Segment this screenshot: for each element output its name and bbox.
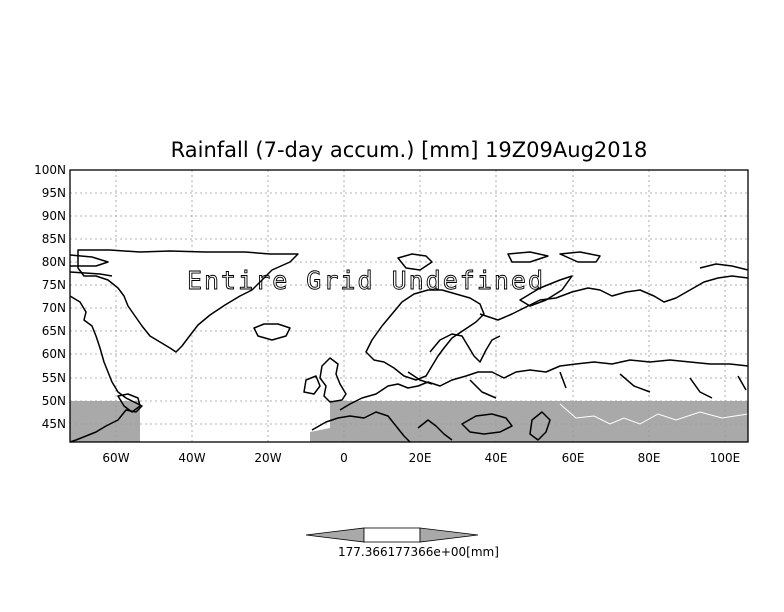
taymyr-coast: [699, 263, 749, 271]
caspian-coast: [529, 411, 551, 441]
colorbar: 177.366177366e+00[mm]: [305, 527, 499, 559]
graticule: [70, 170, 748, 442]
colorbar-right-triangle: [419, 527, 479, 543]
baltic-coast: [429, 333, 501, 363]
lat-label: 100N: [34, 163, 66, 177]
svalbard-outline: [397, 253, 433, 271]
scandinavia-coast: [365, 289, 485, 381]
lon-label: 0: [340, 451, 348, 465]
lon-label: 20E: [409, 451, 432, 465]
lat-label: 70N: [42, 301, 66, 315]
greenland-outline: [77, 249, 299, 353]
lon-label: 60W: [102, 451, 129, 465]
colorbar-label: 177.366177366e+00[mm]: [338, 545, 499, 559]
longitude-labels: 60W 40W 20W 0 20E 40E 60E 80E 100E: [102, 451, 740, 465]
map-frame: [69, 169, 749, 443]
shaded-region-east: [330, 401, 748, 442]
lon-label: 40W: [178, 451, 205, 465]
iceland-outline: [253, 323, 291, 341]
map-area: Entire Grid Undefined: [69, 169, 749, 443]
map-title: Rainfall (7-day accum.) [mm] 19Z09Aug201…: [171, 138, 648, 162]
siberia-coast: [479, 275, 749, 321]
lon-label: 80E: [638, 451, 661, 465]
latitude-labels: 100N 95N 90N 85N 80N 75N 70N 65N 60N 55N…: [34, 163, 66, 431]
shaded-region-west: [70, 401, 140, 442]
inland-borders: [407, 371, 747, 399]
lat-label: 50N: [42, 394, 66, 408]
iberia-mediterranean-coast: [311, 411, 453, 443]
lat-label: 80N: [42, 255, 66, 269]
lat-label: 85N: [42, 232, 66, 246]
novaya-zemlya-outline: [507, 251, 573, 307]
severnaya-zemlya-outline: [559, 251, 601, 263]
lat-label: 45N: [42, 417, 66, 431]
europe-coast: [339, 359, 749, 411]
coastlines: [69, 249, 749, 443]
lat-label: 60N: [42, 347, 66, 361]
colorbar-left-triangle: [305, 527, 365, 543]
lat-label: 90N: [42, 209, 66, 223]
lat-label: 75N: [42, 278, 66, 292]
lat-label: 55N: [42, 371, 66, 385]
lon-label: 40E: [485, 451, 508, 465]
lon-label: 60E: [562, 451, 585, 465]
shaded-internal-borders: [559, 403, 749, 425]
lat-label: 95N: [42, 186, 66, 200]
great-britain-outline: [319, 357, 347, 403]
black-sea-coast: [461, 413, 513, 435]
shaded-region-iberia: [310, 428, 330, 442]
lon-label: 20W: [254, 451, 281, 465]
arctic-canada-islands: [69, 254, 113, 277]
colorbar-box: [363, 527, 421, 543]
lon-label: 100E: [710, 451, 741, 465]
lat-label: 65N: [42, 324, 66, 338]
ireland-outline: [303, 375, 321, 395]
undefined-grid-message: Entire Grid Undefined: [187, 266, 545, 295]
newfoundland-coast: [117, 393, 141, 413]
